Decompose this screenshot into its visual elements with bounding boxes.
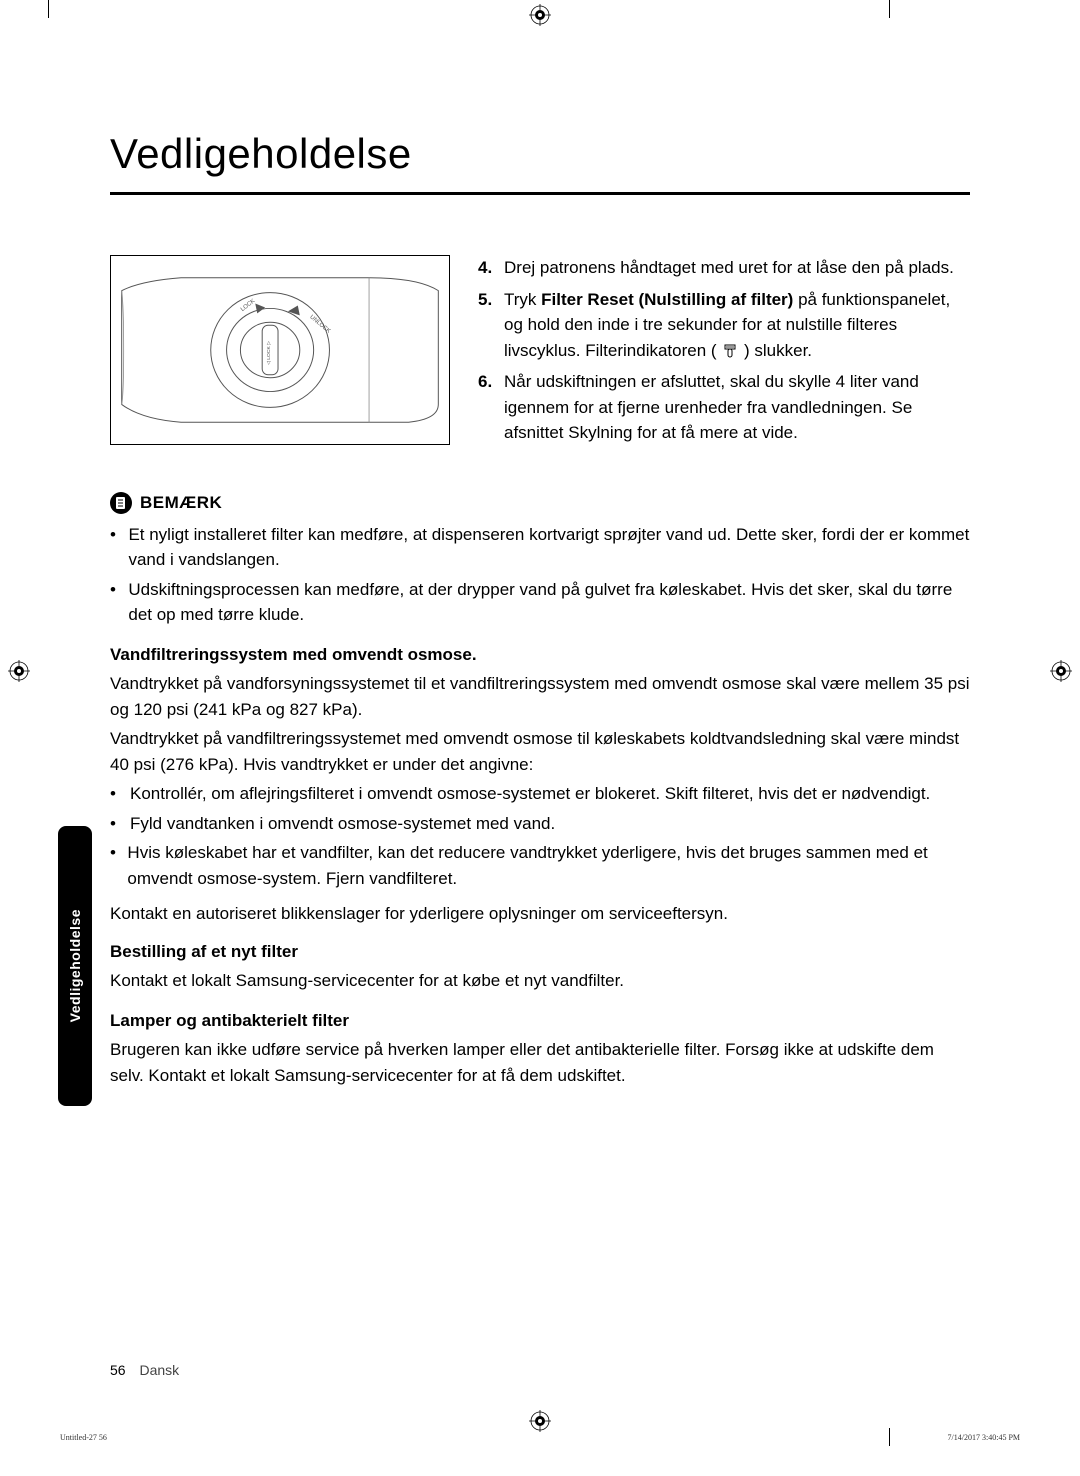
osmose-paragraph: Vandtrykket på vandfiltreringssystemet m…	[110, 726, 970, 777]
contact-service-text: Kontakt en autoriseret blikkenslager for…	[110, 901, 970, 927]
step-text: Tryk Filter Reset (Nulstilling af filter…	[504, 287, 970, 364]
registration-mark-icon	[8, 660, 30, 682]
trim-line	[889, 1428, 890, 1446]
step-6: 6. Når udskiftningen er afsluttet, skal …	[478, 369, 970, 446]
side-tab-label: Vedligeholdelse	[67, 909, 83, 1022]
print-footer-left: Untitled-27 56	[60, 1433, 107, 1442]
registration-mark-icon	[1050, 660, 1072, 682]
page-footer: 56 Dansk	[110, 1362, 179, 1378]
step-number: 4.	[478, 255, 496, 281]
registration-mark-icon	[529, 4, 551, 26]
lamp-heading: Lamper og antibakterielt filter	[110, 1008, 970, 1034]
step-4: 4. Drej patronens håndtaget med uret for…	[478, 255, 970, 281]
order-heading: Bestilling af et nyt filter	[110, 939, 970, 965]
bullet-text: Fyld vandtanken i omvendt osmose-systeme…	[130, 811, 555, 837]
instruction-steps: 4. Drej patronens håndtaget med uret for…	[478, 255, 970, 452]
print-footer-right: 7/14/2017 3:40:45 PM	[948, 1433, 1020, 1442]
step-text: Når udskiftningen er afsluttet, skal du …	[504, 369, 970, 446]
list-item: Udskiftningsprocessen kan medføre, at de…	[110, 577, 970, 628]
text-fragment: ) slukker.	[739, 341, 812, 360]
trim-line	[889, 0, 890, 18]
bullet-text: Udskiftningsprocessen kan medføre, at de…	[128, 577, 970, 628]
list-item: Hvis køleskabet har et vandfilter, kan d…	[110, 840, 970, 891]
filter-indicator-icon	[723, 344, 737, 358]
note-label: BEMÆRK	[140, 493, 222, 513]
list-item: Et nyligt installeret filter kan medføre…	[110, 522, 970, 573]
svg-text:◁ LOCK ▷: ◁ LOCK ▷	[266, 341, 272, 365]
bullet-text: Kontrollér, om aflejringsfilteret i omve…	[130, 781, 930, 807]
filter-cartridge-figure: ◁ LOCK ▷ LOCK UNLOCK	[110, 255, 450, 445]
note-bullets: Et nyligt installeret filter kan medføre…	[110, 522, 970, 628]
osmose-heading: Vandfiltreringssystem med omvendt osmose…	[110, 642, 970, 668]
order-text: Kontakt et lokalt Samsung-servicecenter …	[110, 968, 970, 994]
trim-line	[48, 0, 49, 18]
text-fragment: Tryk	[504, 290, 541, 309]
page-number: 56	[110, 1362, 126, 1378]
list-item: Kontrollér, om aflejringsfilteret i omve…	[110, 781, 970, 807]
step-5: 5. Tryk Filter Reset (Nulstilling af fil…	[478, 287, 970, 364]
step-number: 6.	[478, 369, 496, 446]
page-content: Vedligeholdelse ◁ LOCK ▷ LOCK UNLOCK	[110, 130, 970, 1092]
osmose-paragraph: Vandtrykket på vandforsyningssystemet ti…	[110, 671, 970, 722]
note-icon	[110, 492, 132, 514]
osmose-bullets: Kontrollér, om aflejringsfilteret i omve…	[110, 781, 970, 891]
step-text: Drej patronens håndtaget med uret for at…	[504, 255, 954, 281]
bullet-text: Et nyligt installeret filter kan medføre…	[128, 522, 970, 573]
list-item: Fyld vandtanken i omvendt osmose-systeme…	[110, 811, 970, 837]
bullet-text: Hvis køleskabet har et vandfilter, kan d…	[127, 840, 970, 891]
language-label: Dansk	[139, 1362, 179, 1378]
step-number: 5.	[478, 287, 496, 364]
registration-mark-icon	[529, 1410, 551, 1432]
text-bold: Filter Reset (Nulstilling af filter)	[541, 290, 793, 309]
note-header: BEMÆRK	[110, 492, 970, 514]
lamp-text: Brugeren kan ikke udføre service på hver…	[110, 1037, 970, 1088]
page-title: Vedligeholdelse	[110, 130, 970, 195]
side-tab: Vedligeholdelse	[58, 826, 92, 1106]
